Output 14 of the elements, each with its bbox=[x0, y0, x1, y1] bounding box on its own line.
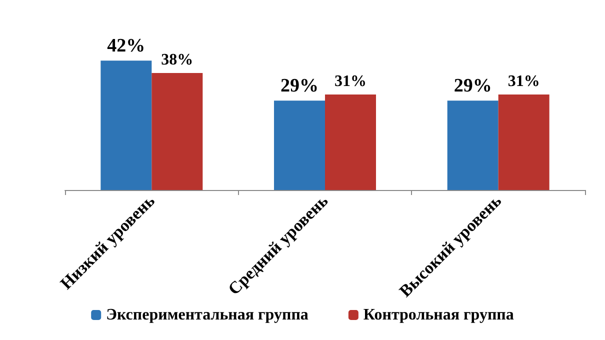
data-label: 29% bbox=[454, 76, 492, 97]
data-label: 42% bbox=[107, 36, 146, 57]
bar bbox=[274, 100, 325, 190]
legend-label: Контрольная группа bbox=[363, 306, 514, 324]
bar bbox=[152, 72, 203, 190]
bar bbox=[325, 94, 376, 190]
bar bbox=[498, 94, 550, 190]
legend-label: Экспериментальная группа bbox=[106, 306, 308, 324]
bar bbox=[447, 100, 498, 190]
data-label: 38% bbox=[161, 51, 194, 68]
data-label: 31% bbox=[508, 73, 540, 90]
data-label: 31% bbox=[334, 73, 366, 90]
data-label: 29% bbox=[280, 76, 318, 97]
bar bbox=[100, 60, 152, 190]
